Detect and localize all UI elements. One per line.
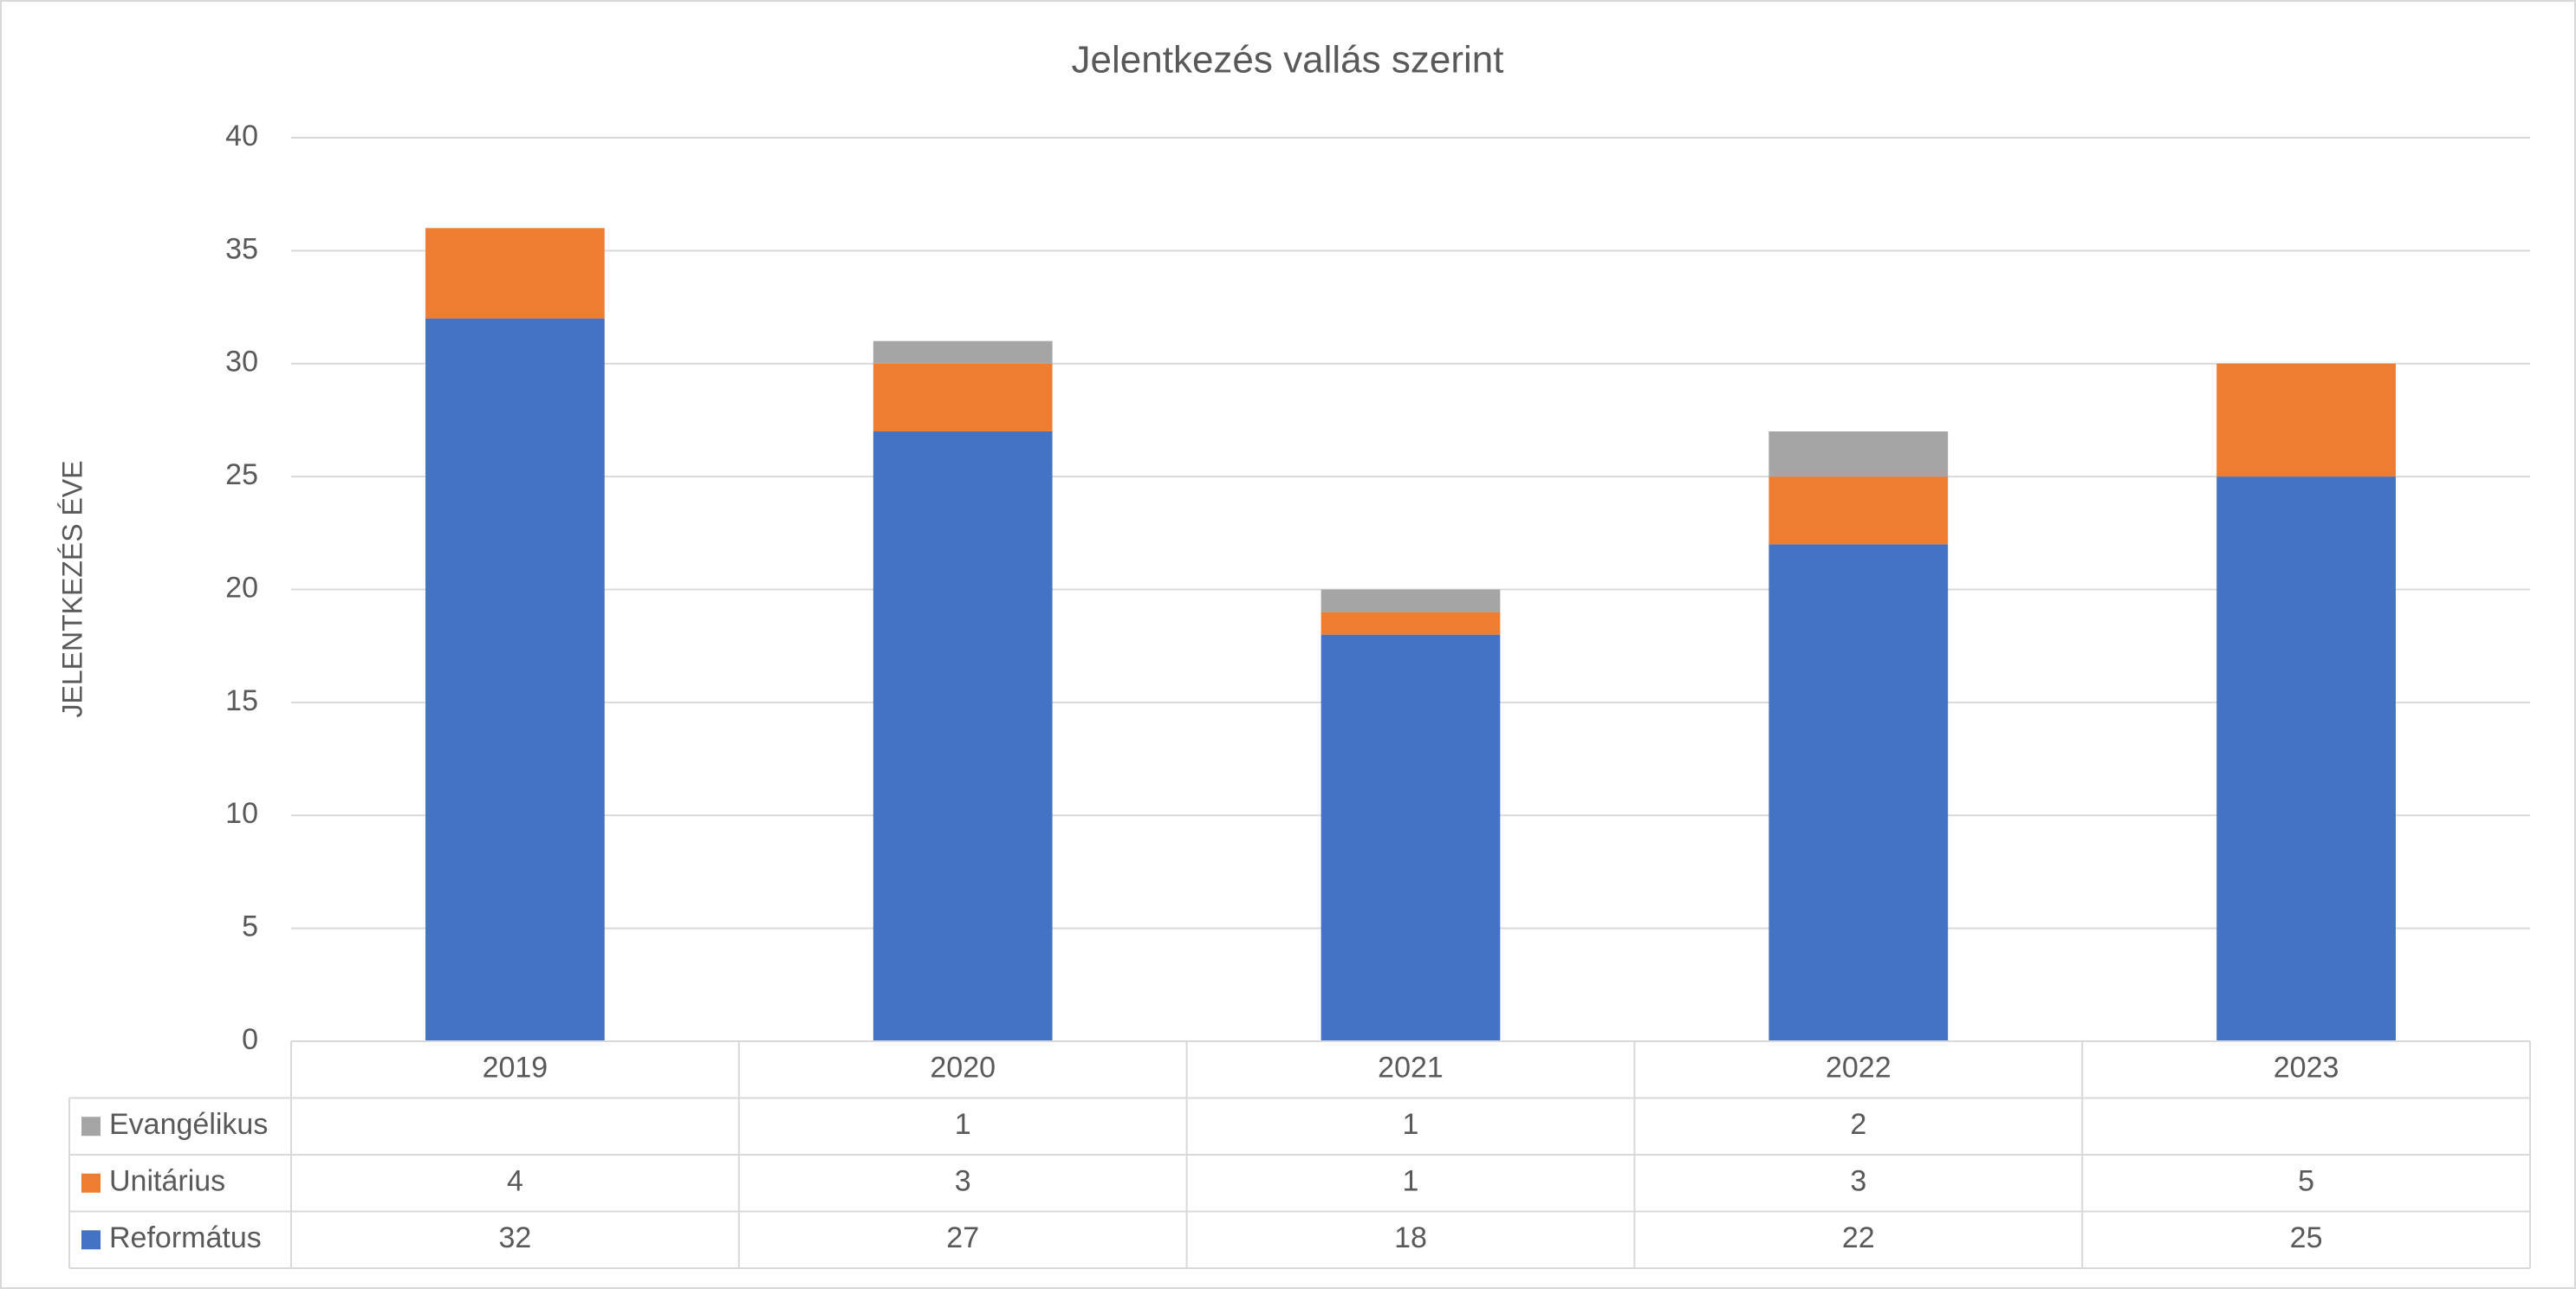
y-tick-label: 35 bbox=[225, 232, 258, 265]
table-value: 1 bbox=[1403, 1165, 1419, 1198]
y-tick-label: 40 bbox=[225, 120, 258, 152]
table-value: 22 bbox=[1842, 1221, 1875, 1254]
table-value: 2 bbox=[1850, 1108, 1866, 1141]
bar-segment bbox=[2216, 363, 2396, 477]
legend-label: Evangélikus bbox=[109, 1108, 268, 1141]
table-value: 3 bbox=[955, 1165, 971, 1198]
bar-segment bbox=[873, 431, 1053, 1042]
bar-segment bbox=[1768, 544, 1949, 1041]
y-tick-label: 30 bbox=[225, 346, 258, 379]
table-value: 25 bbox=[2290, 1221, 2323, 1254]
y-tick-label: 25 bbox=[225, 458, 258, 491]
bar-segment bbox=[1320, 634, 1501, 1041]
table-value: 27 bbox=[946, 1221, 979, 1254]
y-axis-label: JELENTKEZÉS ÉVE bbox=[56, 461, 88, 718]
legend-label: Református bbox=[109, 1221, 262, 1254]
table-value: 3 bbox=[1850, 1165, 1866, 1198]
bar-segment bbox=[1768, 476, 1949, 545]
y-tick-label: 20 bbox=[225, 571, 258, 604]
bar-segment bbox=[1320, 589, 1501, 612]
bar-segment bbox=[2216, 476, 2396, 1041]
x-tick-label: 2020 bbox=[930, 1052, 996, 1085]
bar-segment bbox=[873, 340, 1053, 364]
bar-segment bbox=[1768, 431, 1949, 477]
chart-title: Jelentkezés vallás szerint bbox=[1072, 39, 1504, 81]
y-tick-label: 10 bbox=[225, 797, 258, 830]
y-tick-label: 0 bbox=[242, 1023, 258, 1056]
table-value: 18 bbox=[1394, 1221, 1427, 1254]
x-tick-label: 2022 bbox=[1826, 1052, 1891, 1085]
legend-label: Unitárius bbox=[109, 1165, 225, 1198]
x-tick-label: 2019 bbox=[483, 1052, 548, 1085]
x-tick-label: 2021 bbox=[1378, 1052, 1444, 1085]
bar-segment bbox=[425, 318, 605, 1042]
bar-segment bbox=[425, 228, 605, 319]
bar-segment bbox=[1320, 612, 1501, 635]
y-tick-label: 15 bbox=[225, 684, 258, 717]
table-value: 5 bbox=[2298, 1165, 2314, 1198]
bar-segment bbox=[873, 363, 1053, 431]
x-tick-label: 2023 bbox=[2274, 1052, 2339, 1085]
legend-swatch bbox=[81, 1230, 101, 1250]
table-value: 1 bbox=[1403, 1108, 1419, 1141]
table-value: 32 bbox=[498, 1221, 531, 1254]
table-value: 1 bbox=[955, 1108, 971, 1141]
table-value: 4 bbox=[507, 1165, 523, 1198]
legend-swatch bbox=[81, 1117, 101, 1137]
y-tick-label: 5 bbox=[242, 910, 258, 943]
legend-swatch bbox=[81, 1173, 101, 1193]
